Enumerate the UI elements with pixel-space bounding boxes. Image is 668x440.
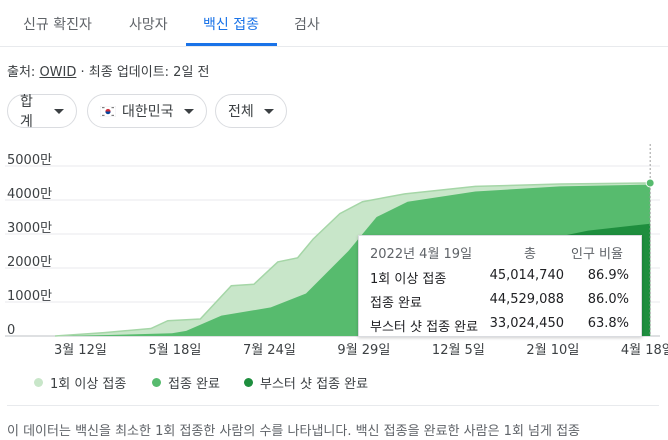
source-line: 출처: OWID · 최종 업데이트: 2일 전 (7, 61, 210, 80)
chevron-down-icon (54, 108, 64, 114)
legend-label: 부스터 샷 접종 완료 (260, 377, 369, 392)
legend-label: 1회 이상 접종 (50, 377, 127, 392)
tooltip-row-value: 44,529,088 (489, 292, 564, 307)
divider (7, 405, 659, 406)
chevron-down-icon (263, 108, 274, 114)
tooltip-row-pct: 86.9% (587, 268, 629, 283)
tooltip-row-label: 부스터 샷 접종 완료 (370, 320, 479, 335)
tooltip-row-label: 1회 이상 접종 (370, 272, 447, 287)
chart-tooltip: 2022년 4월 19일 총 인구 비율 1회 이상 접종 45,014,740… (358, 235, 642, 337)
x-tick-label: 9월 29일 (337, 343, 390, 358)
footnote: 이 데이터는 백신을 최소한 1회 접종한 사람의 수를 나타냅니다. 백신 접… (7, 424, 581, 439)
tab-tests[interactable]: 검사 (294, 17, 320, 33)
korea-flag-icon (100, 105, 116, 117)
country-dropdown[interactable]: 대한민국 (87, 94, 207, 128)
y-tick-label: 0 (7, 323, 15, 338)
legend-dot-icon (244, 378, 253, 387)
tooltip-row-pct: 63.8% (587, 316, 629, 331)
legend-dot-icon (152, 378, 161, 387)
y-tick-label: 2000만 (7, 255, 52, 270)
hover-point (645, 178, 655, 188)
legend-item-fully-vaccinated[interactable]: 접종 완료 (152, 373, 220, 392)
tooltip-row-pct: 86.0% (587, 292, 629, 307)
tab-vaccination[interactable]: 백신 접종 (203, 17, 259, 33)
y-tick-label: 1000만 (7, 289, 52, 304)
x-tick-label: 4월 18일 (621, 343, 668, 358)
legend-item-booster[interactable]: 부스터 샷 접종 완료 (244, 373, 368, 392)
tab-bar: 신규 확진자 사망자 백신 접종 검사 (0, 0, 668, 47)
tooltip-col-total: 총 (524, 247, 536, 262)
x-tick-label: 3월 12일 (54, 343, 107, 358)
tooltip-date: 2022년 4월 19일 (370, 247, 473, 262)
tab-new-cases[interactable]: 신규 확진자 (23, 17, 92, 33)
y-tick-label: 5000만 (7, 153, 52, 168)
y-tick-label: 4000만 (7, 187, 52, 202)
legend-item-first-dose[interactable]: 1회 이상 접종 (34, 373, 126, 392)
range-dropdown[interactable]: 전체 (215, 94, 287, 128)
metric-dropdown[interactable]: 합계 (7, 94, 77, 130)
tooltip-col-pct: 인구 비율 (571, 247, 623, 262)
source-link[interactable]: OWID (39, 65, 77, 80)
last-updated: · 최종 업데이트: 2일 전 (76, 65, 210, 80)
chevron-down-icon (183, 108, 194, 114)
x-tick-label: 7월 24일 (243, 343, 296, 358)
x-tick-label: 12월 5일 (432, 343, 485, 358)
tab-deaths[interactable]: 사망자 (129, 17, 168, 33)
y-tick-label: 3000만 (7, 221, 52, 236)
series-line-1 (54, 182, 651, 337)
source-prefix: 출처: (7, 65, 40, 80)
x-tick-label: 2월 10일 (526, 343, 579, 358)
x-tick-label: 5월 18일 (148, 343, 201, 358)
active-tab-indicator (186, 43, 277, 46)
country-dropdown-label: 대한민국 (122, 104, 174, 120)
legend-label: 접종 완료 (168, 377, 220, 392)
tooltip-row-value: 45,014,740 (489, 268, 564, 283)
metric-dropdown-label: 합계 (20, 94, 33, 130)
tooltip-row-value: 33,024,450 (489, 316, 564, 331)
tooltip-row-label: 접종 완료 (370, 296, 422, 311)
range-dropdown-label: 전체 (228, 104, 254, 120)
legend-dot-icon (34, 378, 43, 387)
